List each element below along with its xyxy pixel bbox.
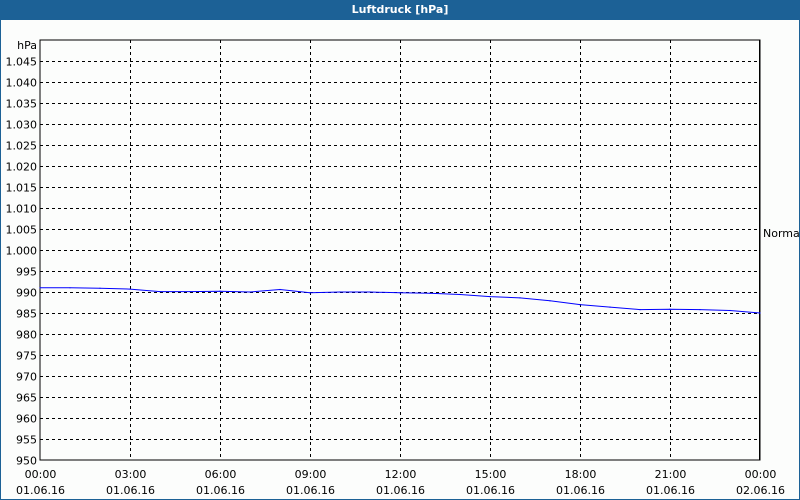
y-tick-label: 950 [16, 455, 37, 468]
y-tick-label: 1.010 [6, 203, 38, 216]
x-tick-date: 01.06.16 [16, 484, 65, 497]
data-point [519, 297, 521, 299]
data-point [549, 300, 551, 302]
y-tick-label: 1.040 [6, 77, 38, 90]
data-point [609, 306, 611, 308]
data-point [159, 290, 161, 293]
y-tick-label: 1.005 [6, 224, 38, 237]
data-point [69, 287, 71, 289]
data-point [729, 309, 731, 312]
y-tick-label: 1.030 [6, 119, 38, 132]
x-tick-date: 01.06.16 [466, 484, 515, 497]
data-point [699, 309, 701, 311]
x-tick-date: 01.06.16 [286, 484, 335, 497]
x-tick-date: 01.06.16 [196, 484, 245, 497]
y-tick-label: 970 [16, 371, 37, 384]
y-tick-label: 990 [16, 287, 37, 300]
y-tick-label: 1.015 [6, 182, 38, 195]
data-point [309, 292, 311, 294]
chart-title: Luftdruck [hPa] [0, 0, 800, 20]
data-point [669, 308, 671, 310]
normal-annotation: Normal [763, 227, 800, 240]
x-tick-time: 15:00 [475, 468, 507, 481]
x-tick-date: 01.06.16 [646, 484, 695, 497]
data-point [369, 291, 371, 293]
data-point [429, 292, 431, 294]
data-point [219, 290, 221, 292]
x-tick-time: 03:00 [115, 468, 147, 481]
data-point [39, 287, 41, 289]
data-point [459, 293, 461, 296]
y-axis-unit: hPa [17, 39, 37, 52]
y-tick-label: 975 [16, 350, 37, 363]
y-tick-label: 965 [16, 392, 37, 405]
data-point [279, 288, 281, 291]
data-point [489, 296, 491, 298]
y-tick-label: 985 [16, 308, 37, 321]
x-tick-date: 02.06.16 [736, 484, 785, 497]
x-tick-time: 21:00 [655, 468, 687, 481]
x-tick-time: 18:00 [565, 468, 597, 481]
x-tick-date: 01.06.16 [376, 484, 425, 497]
y-tick-label: 1.025 [6, 140, 38, 153]
x-tick-date: 01.06.16 [106, 484, 155, 497]
x-tick-time: 00:00 [745, 468, 777, 481]
x-tick-time: 09:00 [295, 468, 327, 481]
data-point [579, 304, 581, 306]
y-tick-label: 1.045 [6, 56, 38, 69]
x-tick-time: 06:00 [205, 468, 237, 481]
data-point [759, 312, 761, 314]
y-tick-label: 1.000 [6, 245, 38, 258]
data-point [99, 287, 101, 289]
x-tick-date: 01.06.16 [556, 484, 605, 497]
y-tick-label: 1.020 [6, 161, 38, 174]
y-tick-label: 955 [16, 434, 37, 447]
y-tick-label: 995 [16, 266, 37, 279]
y-tick-label: 980 [16, 329, 37, 342]
data-point [189, 290, 191, 293]
data-point [129, 288, 131, 290]
data-point [339, 291, 341, 293]
y-tick-label: 1.035 [6, 98, 38, 111]
x-tick-time: 00:00 [25, 468, 57, 481]
data-point [399, 292, 401, 294]
x-tick-time: 12:00 [385, 468, 417, 481]
y-tick-label: 960 [16, 413, 37, 426]
data-point [249, 291, 251, 293]
data-point [639, 309, 641, 311]
